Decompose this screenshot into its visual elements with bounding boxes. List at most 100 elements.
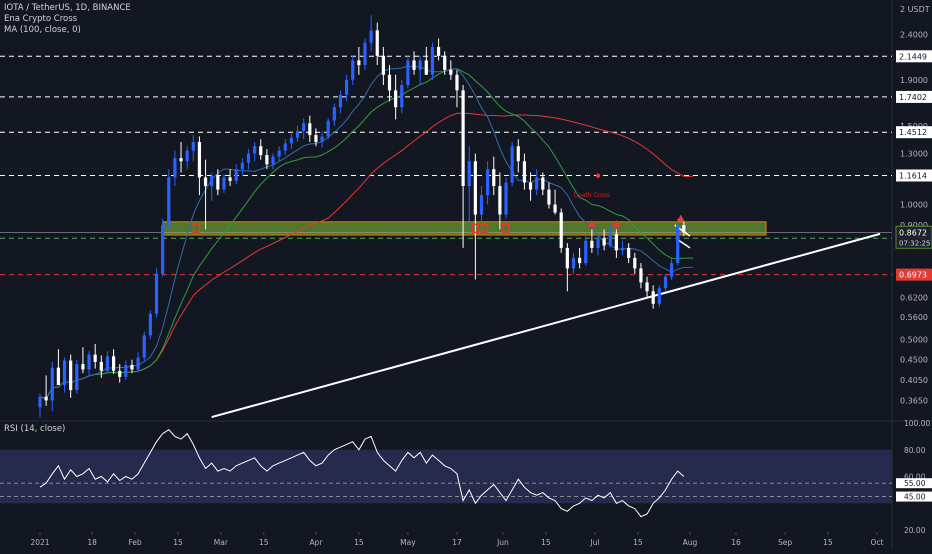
level-label-bg [896, 126, 932, 139]
candle-body [302, 123, 306, 132]
candle-body [369, 30, 373, 43]
candle-body [93, 354, 97, 362]
candle-body [565, 247, 569, 269]
candle-body [633, 257, 637, 269]
candle-body [210, 175, 214, 187]
x-tick-label: Sep [778, 538, 792, 547]
indicator-ena-crypto-cross[interactable]: Ena Crypto Cross [4, 14, 78, 24]
candle-body [461, 90, 465, 187]
candle-body [234, 169, 238, 181]
rsi-line [39, 429, 685, 518]
candle-body [338, 94, 343, 108]
candle-body [351, 60, 355, 80]
symbol-title[interactable]: IOTA / TetherUS, 1D, BINANCE [4, 3, 131, 13]
resistance-zone [162, 221, 767, 236]
x-tick-label: Jun [496, 538, 509, 547]
candle-body [320, 136, 324, 142]
candle-body [522, 161, 527, 183]
candle-body [443, 55, 447, 70]
ma-cross-dot [595, 173, 601, 178]
candle-body [240, 162, 244, 170]
candle-body [596, 238, 600, 248]
price-tick-label: 2.4000 [900, 30, 928, 39]
candle-body [228, 177, 232, 181]
price-tick-label: 0.5600 [900, 313, 928, 322]
x-tick-label: May [400, 538, 416, 547]
candle-body [185, 150, 189, 162]
price-countdown: 07:32:25 [899, 239, 930, 247]
candle-body [682, 225, 686, 233]
candle-body [283, 143, 287, 151]
candle-body [669, 263, 674, 277]
x-tick-label: 2021 [30, 538, 49, 547]
level-label: 1.4512 [899, 128, 927, 137]
cross-marker [612, 219, 621, 227]
candle-body [492, 169, 496, 187]
rsi-tick-label: 80.00 [904, 446, 926, 455]
level-label-bg [896, 169, 932, 182]
price-tick-label: 1.3000 [900, 150, 928, 159]
candle-body [179, 158, 183, 162]
candle-body [154, 273, 159, 314]
death-cross-label: Death Cross [573, 192, 610, 199]
ma-green-line [39, 68, 693, 400]
candle-body [424, 60, 428, 75]
x-tick-label: 15 [541, 538, 551, 547]
x-tick-label: 17 [452, 538, 462, 547]
rsi-level-label: 55.00 [904, 479, 926, 488]
price-tick-label: 1.9000 [900, 76, 928, 85]
x-tick-label: 15 [633, 538, 643, 547]
candle-body [344, 79, 349, 95]
candle-body [295, 131, 300, 138]
indicator-ma[interactable]: MA (100, close, 0) [4, 25, 81, 35]
candle-body [167, 177, 171, 226]
candle-body [246, 153, 251, 163]
x-tick-label: 15 [259, 538, 269, 547]
x-tick-label: Mar [214, 538, 229, 547]
x-tick-label: 18 [87, 538, 97, 547]
candle-body [87, 354, 91, 370]
candle-body [571, 257, 576, 269]
level-label: 1.1614 [899, 171, 927, 180]
cross-marker [676, 214, 685, 222]
level-label-bg [896, 268, 932, 281]
level-label: 0.6973 [899, 271, 927, 280]
price-tick-label: 0.6200 [900, 293, 928, 302]
candle-body [222, 177, 226, 190]
candle-body [148, 313, 152, 336]
x-tick-label: 15 [354, 538, 364, 547]
rsi-level-label: 45.00 [904, 493, 926, 502]
support-trendline [211, 232, 881, 419]
x-tick-label: Aug [683, 538, 698, 547]
candle-body [528, 182, 533, 190]
price-tick-label: 0.5000 [900, 335, 928, 344]
candle-body [161, 225, 165, 274]
candle-body [271, 156, 275, 165]
candle-body [216, 175, 220, 190]
candle-body [124, 364, 128, 377]
candle-body [430, 46, 435, 75]
candle-body [473, 161, 477, 215]
candle-body [50, 367, 54, 401]
rsi-level-label-bg [896, 478, 932, 489]
candle-body [400, 85, 404, 108]
ma-blue-line [39, 65, 693, 400]
candle-body [412, 60, 416, 70]
candle-body [387, 74, 392, 91]
candle-body [357, 60, 361, 66]
candle-body [308, 123, 312, 136]
rsi-tick-label: 60.00 [904, 473, 926, 482]
candle-body [651, 291, 655, 304]
candle-body [363, 42, 367, 66]
candle-body [191, 141, 195, 151]
candle-body [602, 238, 606, 246]
candle-body [381, 55, 385, 75]
price-tick-label: 1.0000 [900, 201, 928, 210]
candle-body [578, 257, 582, 264]
candle-body [436, 46, 441, 56]
rsi-level-label-bg [896, 491, 932, 502]
x-tick-label: Feb [128, 538, 142, 547]
candle-body [38, 396, 42, 408]
rsi-title[interactable]: RSI (14, close) [4, 424, 66, 434]
